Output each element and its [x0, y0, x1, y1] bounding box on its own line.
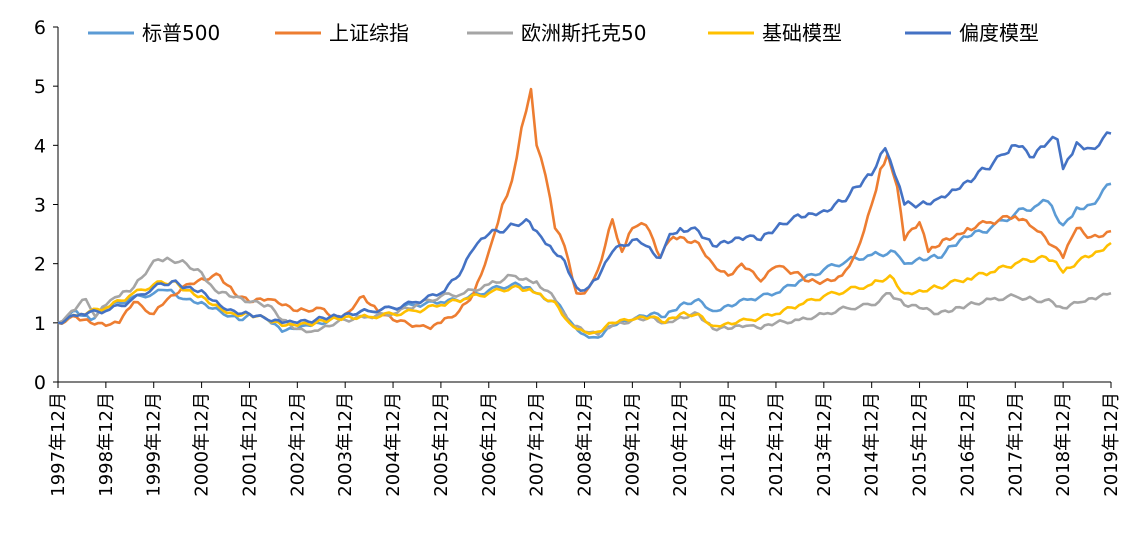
y-tick-label: 4 [34, 135, 46, 157]
x-tick-label: 2002年12月 [287, 392, 308, 497]
chart-legend: 标普500 上证综指 欧洲斯托克50 基础模型 偏度模型 [88, 21, 1039, 45]
y-tick-label: 6 [34, 17, 46, 39]
x-tick-label: 2013年12月 [814, 392, 835, 497]
y-tick-label: 2 [34, 254, 46, 276]
x-tick-label: 1998年12月 [96, 392, 117, 497]
x-tick-label: 2005年12月 [431, 392, 452, 497]
x-tick-label: 1997年12月 [48, 392, 69, 497]
legend-label-3: 基础模型 [762, 21, 842, 45]
x-tick-label: 2007年12月 [527, 392, 548, 497]
y-tick-label: 0 [34, 372, 46, 394]
series-line-2 [57, 256, 1112, 336]
x-tick-label: 2006年12月 [479, 392, 500, 497]
x-tick-label: 2012年12月 [766, 392, 787, 497]
x-tick-label: 2015年12月 [910, 392, 931, 497]
y-tick-label: 5 [34, 76, 46, 98]
x-tick-label: 2000年12月 [192, 392, 213, 497]
series-line-3 [57, 241, 1112, 335]
legend-label-0: 标普500 [142, 21, 220, 45]
x-tick-label: 2004年12月 [383, 392, 404, 497]
y-tick-label: 1 [34, 313, 46, 335]
x-tick-label: 2019年12月 [1101, 392, 1122, 497]
chart-series-layer [57, 87, 1112, 339]
series-line-1 [57, 87, 1112, 331]
legend-label-4: 偏度模型 [959, 21, 1039, 45]
x-tick-label: 2017年12月 [1005, 392, 1026, 497]
x-tick-label: 2008年12月 [575, 392, 596, 497]
chart-axes: 0 1 2 3 4 5 6 1997年12月 1998年12月 1999年12月 2000年12月 2… [34, 17, 1122, 497]
x-tick-label: 2011年12月 [718, 392, 739, 497]
y-tick-label: 3 [34, 195, 46, 217]
series-line-0 [57, 182, 1112, 339]
legend-label-1: 上证综指 [329, 21, 409, 45]
x-tick-label: 2014年12月 [862, 392, 883, 497]
series-line-4 [57, 131, 1112, 325]
legend-label-2: 欧洲斯托克50 [521, 21, 646, 45]
x-tick-label: 2009年12月 [622, 392, 643, 497]
x-tick-label: 2018年12月 [1053, 392, 1074, 497]
x-tick-label: 2001年12月 [239, 392, 260, 497]
x-tick-label: 2003年12月 [335, 392, 356, 497]
x-tick-label: 2016年12月 [957, 392, 978, 497]
x-tick-label: 2010年12月 [670, 392, 691, 497]
x-tick-label: 1999年12月 [144, 392, 165, 497]
